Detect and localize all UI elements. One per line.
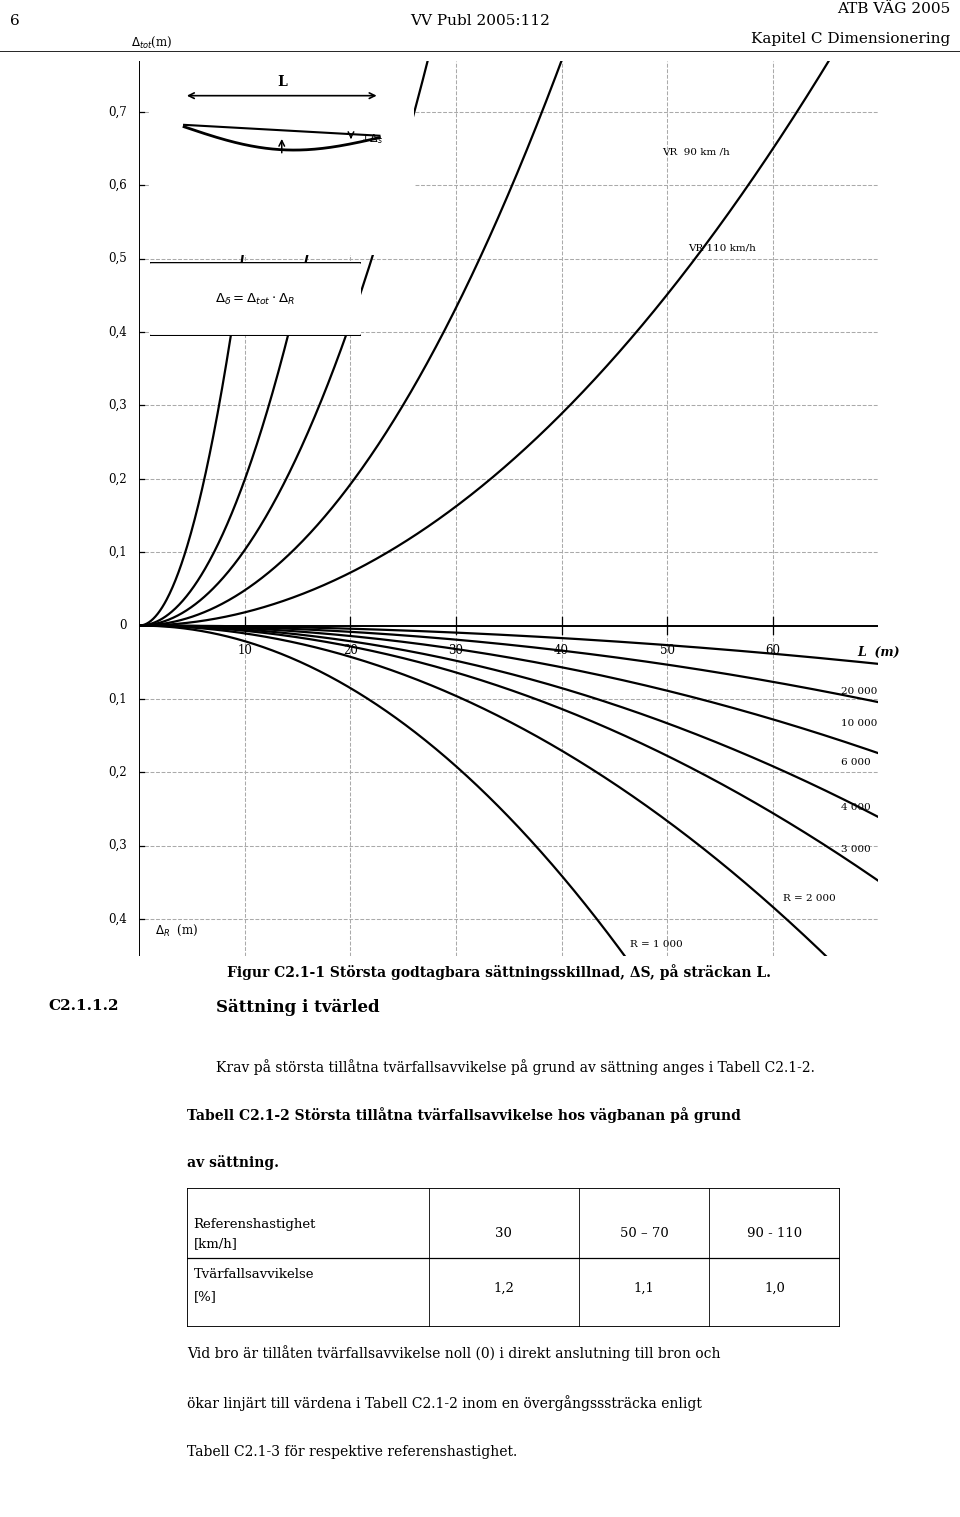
FancyBboxPatch shape — [149, 262, 362, 335]
Text: 0: 0 — [119, 619, 127, 633]
Text: 0,5: 0,5 — [108, 252, 127, 265]
Text: 40: 40 — [554, 643, 569, 657]
Text: 6: 6 — [10, 14, 19, 27]
Text: [km/h]: [km/h] — [194, 1238, 238, 1250]
Text: VR  90 km /h: VR 90 km /h — [662, 147, 730, 156]
Text: 30: 30 — [495, 1227, 513, 1241]
Text: Tvärfallsavvikelse: Tvärfallsavvikelse — [194, 1268, 314, 1280]
Text: 0,6: 0,6 — [108, 179, 127, 191]
Text: 1,2: 1,2 — [493, 1282, 515, 1296]
Text: VR 110 km/h: VR 110 km/h — [688, 243, 756, 252]
Text: 0,1: 0,1 — [108, 692, 127, 705]
Text: Kapitel C Dimensionering: Kapitel C Dimensionering — [751, 32, 950, 46]
Text: 1,0: 1,0 — [764, 1282, 785, 1296]
Text: Tabell C2.1-3 för respektive referenshastighet.: Tabell C2.1-3 för respektive referenshas… — [187, 1446, 517, 1459]
Text: 0,7: 0,7 — [108, 106, 127, 118]
Text: 20 000: 20 000 — [841, 687, 877, 696]
Text: 4 000: 4 000 — [841, 802, 871, 812]
Text: 50: 50 — [660, 643, 675, 657]
Text: L: L — [276, 74, 287, 90]
Text: Tabell C2.1-2 Största tillåtna tvärfallsavvikelse hos vägbanan på grund: Tabell C2.1-2 Största tillåtna tvärfalls… — [187, 1107, 741, 1123]
Text: R = 1 000: R = 1 000 — [630, 941, 683, 950]
Text: Sättning i tvärled: Sättning i tvärled — [217, 1000, 380, 1016]
Text: C2.1.1.2: C2.1.1.2 — [48, 1000, 118, 1013]
Text: Vid bro är tillåten tvärfallsavvikelse noll (0) i direkt anslutning till bron oc: Vid bro är tillåten tvärfallsavvikelse n… — [187, 1346, 721, 1361]
Text: 0,4: 0,4 — [108, 913, 127, 925]
Text: 30: 30 — [448, 643, 464, 657]
Text: av sättning.: av sättning. — [187, 1154, 279, 1170]
Text: 60: 60 — [765, 643, 780, 657]
Text: ATB VÄG 2005: ATB VÄG 2005 — [837, 3, 950, 17]
Text: 0,3: 0,3 — [108, 839, 127, 853]
Text: 1,1: 1,1 — [634, 1282, 655, 1296]
Text: 0,1: 0,1 — [108, 546, 127, 558]
Text: $\downarrow\!\Delta_s$: $\downarrow\!\Delta_s$ — [357, 132, 383, 146]
Text: 90 - 110: 90 - 110 — [747, 1227, 803, 1241]
Text: $\Delta_\delta = \Delta_{tot} \cdot \Delta_R$: $\Delta_\delta = \Delta_{tot} \cdot \Del… — [215, 291, 296, 306]
Text: R = 2 000: R = 2 000 — [783, 894, 836, 903]
FancyBboxPatch shape — [147, 56, 417, 256]
Text: 0,3: 0,3 — [108, 399, 127, 413]
Text: Referenshastighet: Referenshastighet — [194, 1218, 316, 1230]
Text: 6 000: 6 000 — [841, 757, 871, 766]
Text: 10 000: 10 000 — [841, 719, 877, 728]
Text: 50 – 70: 50 – 70 — [620, 1227, 668, 1241]
Text: ökar linjärt till värdena i Tabell C2.1-2 inom en övergångsssträcka enligt: ökar linjärt till värdena i Tabell C2.1-… — [187, 1396, 702, 1411]
Text: 3 000: 3 000 — [841, 845, 871, 854]
Text: 20: 20 — [343, 643, 358, 657]
Text: Referenshastighet VR < 30 km/h  VR 50 km/h   VR 70 km/h: Referenshastighet VR < 30 km/h VR 50 km/… — [207, 33, 480, 42]
Text: 10: 10 — [237, 643, 252, 657]
Text: Krav på största tillåtna tvärfallsavvikelse på grund av sättning anges i Tabell : Krav på största tillåtna tvärfallsavvike… — [217, 1059, 815, 1076]
Text: 0,2: 0,2 — [108, 472, 127, 485]
Text: [%]: [%] — [194, 1289, 217, 1303]
Text: 0,2: 0,2 — [108, 766, 127, 778]
Text: Figur C2.1-1 Största godtagbara sättningsskillnad, ΔS, på sträckan L.: Figur C2.1-1 Största godtagbara sättning… — [228, 965, 771, 980]
Text: 0,4: 0,4 — [108, 326, 127, 338]
Text: $\Delta_R$  (m): $\Delta_R$ (m) — [155, 922, 198, 938]
Text: $\Delta_{tot}$(m): $\Delta_{tot}$(m) — [131, 35, 172, 50]
Text: VV Publ 2005:112: VV Publ 2005:112 — [410, 14, 550, 27]
Text: L  (m): L (m) — [857, 646, 900, 658]
